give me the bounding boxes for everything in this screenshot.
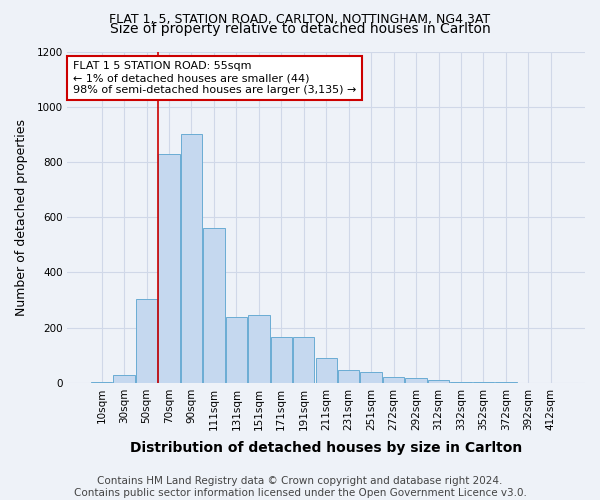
- Bar: [406, 378, 427, 383]
- Bar: [113, 374, 135, 383]
- Text: FLAT 1 5 STATION ROAD: 55sqm
← 1% of detached houses are smaller (44)
98% of sem: FLAT 1 5 STATION ROAD: 55sqm ← 1% of det…: [73, 62, 356, 94]
- Bar: [495, 382, 517, 383]
- Bar: [473, 382, 494, 383]
- Bar: [316, 358, 337, 383]
- Bar: [361, 372, 382, 383]
- Bar: [136, 298, 157, 383]
- Bar: [428, 380, 449, 383]
- Text: FLAT 1, 5, STATION ROAD, CARLTON, NOTTINGHAM, NG4 3AT: FLAT 1, 5, STATION ROAD, CARLTON, NOTTIN…: [109, 12, 491, 26]
- Bar: [293, 338, 314, 383]
- Bar: [226, 316, 247, 383]
- Text: Contains HM Land Registry data © Crown copyright and database right 2024.
Contai: Contains HM Land Registry data © Crown c…: [74, 476, 526, 498]
- Y-axis label: Number of detached properties: Number of detached properties: [15, 118, 28, 316]
- Bar: [248, 315, 269, 383]
- Bar: [158, 154, 179, 383]
- Bar: [203, 228, 224, 383]
- Bar: [181, 134, 202, 383]
- Bar: [451, 382, 472, 383]
- Text: Size of property relative to detached houses in Carlton: Size of property relative to detached ho…: [110, 22, 490, 36]
- Bar: [271, 338, 292, 383]
- Bar: [383, 377, 404, 383]
- X-axis label: Distribution of detached houses by size in Carlton: Distribution of detached houses by size …: [130, 441, 523, 455]
- Bar: [338, 370, 359, 383]
- Bar: [91, 382, 112, 383]
